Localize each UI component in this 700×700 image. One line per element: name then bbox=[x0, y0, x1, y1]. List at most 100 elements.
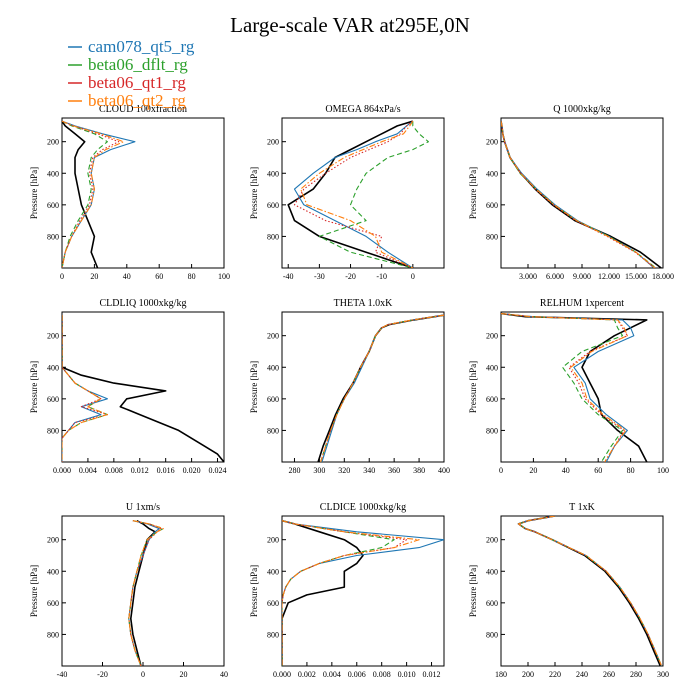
series-line-3 bbox=[128, 520, 164, 666]
x-tick-label: 80 bbox=[188, 272, 196, 281]
y-tick-label: 400 bbox=[267, 363, 279, 372]
series-line-1 bbox=[318, 121, 429, 268]
y-tick-label: 600 bbox=[267, 395, 279, 404]
y-tick-label: 200 bbox=[267, 138, 279, 147]
series-line-1 bbox=[501, 313, 624, 462]
y-tick-label: 400 bbox=[486, 567, 498, 576]
x-tick-label: 0.008 bbox=[105, 466, 123, 475]
legend: cam078_qt5_rgbeta06_dflt_rgbeta06_qt1_rg… bbox=[68, 37, 195, 110]
panel-6: U 1xm/s Pressure [hPa] -40 -20 0 20 40 200 400 60… bbox=[29, 502, 228, 679]
y-tick-label: 800 bbox=[486, 630, 498, 639]
series-line-1 bbox=[501, 121, 657, 268]
x-tick-label: -20 bbox=[345, 272, 356, 281]
series-line-4 bbox=[130, 519, 156, 666]
x-tick-label: 0 bbox=[60, 272, 64, 281]
series-line-1 bbox=[517, 516, 663, 666]
panel-frame bbox=[281, 515, 445, 667]
x-tick-label: 0.000 bbox=[53, 466, 71, 475]
panel-1: OMEGA 864xPa/s Pressure [hPa] -40 -30 -20 -10… bbox=[249, 104, 445, 281]
x-tick-label: 40 bbox=[220, 670, 228, 679]
x-tick-label: 320 bbox=[338, 466, 350, 475]
panel-title: U 1xm/s bbox=[126, 502, 160, 513]
series-line-3 bbox=[517, 516, 663, 666]
panel-title: Q 1000xkg/kg bbox=[553, 104, 611, 115]
series-line-0 bbox=[501, 313, 635, 462]
panel-frame bbox=[61, 311, 225, 463]
series-line-4 bbox=[287, 120, 414, 268]
panel-title: CLDICE 1000xkg/kg bbox=[320, 502, 406, 513]
panel-frame bbox=[61, 117, 225, 269]
chart-title: Large-scale VAR at295E,0N bbox=[230, 13, 470, 37]
y-tick-label: 200 bbox=[47, 332, 59, 341]
panel-frame bbox=[500, 311, 664, 463]
panel-5: RELHUM 1xpercent Pressure [hPa] 0 20 40 60 80 1… bbox=[468, 298, 669, 475]
y-tick-label: 200 bbox=[486, 138, 498, 147]
x-tick-label: 0.024 bbox=[209, 466, 227, 475]
series-line-3 bbox=[320, 314, 444, 462]
series-line-2 bbox=[501, 121, 656, 268]
panel-8: T 1xK Pressure [hPa] 180 200 220 240 260 280 300… bbox=[468, 502, 669, 679]
y-tick-label: 200 bbox=[486, 536, 498, 545]
x-tick-label: 100 bbox=[218, 272, 230, 281]
panel-grid: CLOUD 100xfraction Pressure [hPa] 0 20 40 60 8… bbox=[29, 104, 674, 679]
y-tick-label: 600 bbox=[267, 599, 279, 608]
legend-label: beta06_qt1_rg bbox=[88, 73, 186, 92]
series-line-3 bbox=[282, 520, 420, 666]
series-line-2 bbox=[320, 314, 444, 462]
x-tick-label: 0.016 bbox=[157, 466, 175, 475]
y-tick-label: 400 bbox=[47, 567, 59, 576]
panel-title: RELHUM 1xpercent bbox=[540, 298, 624, 309]
x-tick-label: 380 bbox=[413, 466, 425, 475]
x-tick-label: 40 bbox=[562, 466, 570, 475]
legend-label: beta06_qt2_rg bbox=[88, 91, 186, 110]
x-tick-label: 60 bbox=[594, 466, 602, 475]
panel-frame bbox=[281, 311, 445, 463]
x-tick-label: 0 bbox=[141, 670, 145, 679]
series-line-0 bbox=[293, 120, 414, 268]
y-axis-label: Pressure [hPa] bbox=[249, 361, 259, 413]
series-line-3 bbox=[501, 313, 628, 462]
x-tick-label: 100 bbox=[657, 466, 669, 475]
y-tick-label: 400 bbox=[486, 169, 498, 178]
panel-frame bbox=[61, 515, 225, 667]
x-tick-label: 0.012 bbox=[423, 670, 441, 679]
series-line-4 bbox=[501, 312, 648, 462]
x-tick-label: 360 bbox=[388, 466, 400, 475]
x-tick-label: 280 bbox=[288, 466, 300, 475]
legend-label: cam078_qt5_rg bbox=[88, 37, 195, 56]
series-line-0 bbox=[62, 120, 136, 268]
series-line-3 bbox=[300, 120, 414, 268]
y-tick-label: 600 bbox=[47, 201, 59, 210]
panel-2: Q 1000xkg/kg Pressure [hPa] 3.000 6.000 9.00… bbox=[468, 104, 674, 281]
y-axis-label: Pressure [hPa] bbox=[29, 167, 39, 219]
x-tick-label: 0.000 bbox=[273, 670, 291, 679]
x-tick-label: 200 bbox=[522, 670, 534, 679]
x-tick-label: 0.010 bbox=[398, 670, 416, 679]
x-tick-label: 12.000 bbox=[598, 272, 620, 281]
y-tick-label: 400 bbox=[267, 567, 279, 576]
panel-3: CLDLIQ 1000xkg/kg Pressure [hPa] 0.000 0.00… bbox=[29, 298, 227, 475]
panel-title: T 1xK bbox=[569, 502, 595, 513]
x-tick-label: 280 bbox=[630, 670, 642, 679]
x-tick-label: 60 bbox=[155, 272, 163, 281]
y-tick-label: 600 bbox=[47, 599, 59, 608]
x-tick-label: 6.000 bbox=[546, 272, 564, 281]
x-tick-label: 400 bbox=[438, 466, 450, 475]
series-line-1 bbox=[282, 520, 395, 666]
x-tick-label: 0.008 bbox=[373, 670, 391, 679]
x-tick-label: -20 bbox=[97, 670, 108, 679]
panel-title: CLDLIQ 1000xkg/kg bbox=[100, 298, 187, 309]
x-tick-label: 0.006 bbox=[348, 670, 366, 679]
x-tick-label: 0.012 bbox=[131, 466, 149, 475]
panel-7: CLDICE 1000xkg/kg Pressure [hPa] 0.000 0.00… bbox=[249, 502, 445, 679]
series-line-0 bbox=[321, 314, 444, 462]
x-tick-label: 180 bbox=[495, 670, 507, 679]
x-tick-label: 0 bbox=[411, 272, 415, 281]
series-line-4 bbox=[62, 315, 224, 462]
x-tick-label: 260 bbox=[603, 670, 615, 679]
y-tick-label: 800 bbox=[267, 426, 279, 435]
x-tick-label: 9.000 bbox=[573, 272, 591, 281]
y-axis-label: Pressure [hPa] bbox=[249, 167, 259, 219]
y-tick-label: 600 bbox=[486, 395, 498, 404]
